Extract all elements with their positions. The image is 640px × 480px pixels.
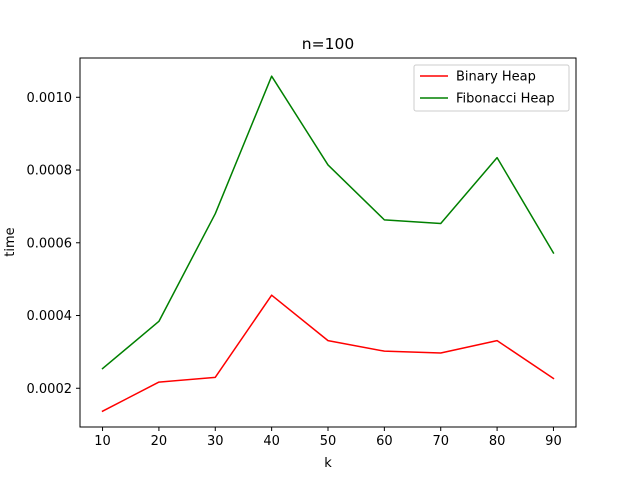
- series-line-binary-heap: [101, 294, 555, 413]
- y-tick-label: 0.0004: [27, 309, 73, 324]
- series-line-fibonacci-heap: [101, 75, 555, 370]
- x-tick-label: 50: [320, 434, 337, 449]
- x-tick-label: 80: [489, 434, 506, 449]
- x-tick-label: 30: [207, 434, 224, 449]
- plot-area: [79, 57, 577, 428]
- x-axis-label: k: [324, 456, 332, 471]
- legend-box: [413, 64, 570, 112]
- legend-label-binary-heap: Binary Heap: [456, 70, 536, 85]
- x-tick-label: 40: [263, 434, 280, 449]
- plot-background: [80, 58, 576, 427]
- y-tick-label: 0.0002: [27, 382, 73, 397]
- y-tick-label: 0.0008: [27, 164, 73, 179]
- x-tick-label: 90: [545, 434, 562, 449]
- x-tick-label: 70: [432, 434, 449, 449]
- x-tick-label: 20: [151, 434, 168, 449]
- y-tick-label: 0.0006: [27, 236, 73, 251]
- legend-label-fibonacci-heap: Fibonacci Heap: [456, 92, 555, 107]
- series-layer: [101, 75, 555, 413]
- chart-title: n=100: [302, 35, 354, 53]
- y-axis-label: time: [3, 227, 18, 256]
- legend: Binary Heap Fibonacci Heap: [413, 64, 570, 112]
- x-axis: 10 20 30 40 50 60 70 80 90: [94, 427, 562, 449]
- x-tick-label: 10: [94, 434, 111, 449]
- y-axis: 0.0002 0.0004 0.0006 0.0008 0.0010: [27, 91, 80, 397]
- y-tick-label: 0.0010: [27, 91, 73, 106]
- x-tick-label: 60: [376, 434, 393, 449]
